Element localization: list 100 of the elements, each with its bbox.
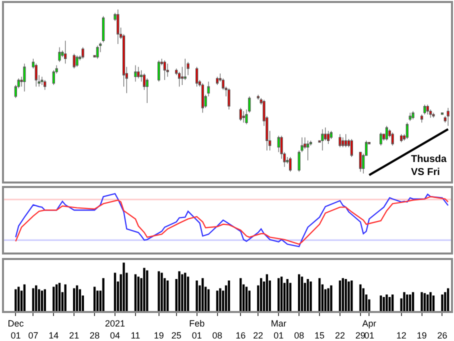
x-tick-label: 15 [314, 330, 325, 340]
bar [298, 274, 300, 311]
bar [386, 294, 388, 311]
x-tick-label: 16 [236, 330, 246, 340]
bar [44, 289, 46, 311]
bar [40, 290, 44, 311]
candlestick [408, 112, 412, 122]
bar [280, 276, 283, 311]
candlestick [350, 138, 353, 158]
candlestick [306, 140, 310, 161]
bar [286, 279, 288, 311]
bar [426, 294, 429, 311]
bar [240, 278, 242, 311]
bar [391, 294, 394, 311]
candlestick [23, 63, 26, 92]
x-tick-label: 2021 04 [105, 318, 126, 340]
bar [412, 292, 414, 311]
bar [348, 281, 350, 311]
bar [388, 296, 391, 311]
bar [178, 271, 180, 311]
bar [382, 296, 385, 311]
candlestick [201, 83, 204, 114]
bar [73, 288, 76, 311]
candlestick [342, 137, 344, 148]
bar [429, 292, 432, 311]
bar [23, 284, 26, 311]
candlestick [359, 152, 362, 172]
bar [38, 289, 40, 311]
annotation: Thusda VS Fri [411, 154, 447, 178]
candlestick [137, 66, 140, 79]
candlestick [432, 112, 435, 118]
candlestick [420, 114, 424, 123]
bar [146, 270, 148, 311]
candlestick [64, 40, 67, 64]
candlestick [380, 132, 382, 146]
bar [181, 274, 184, 311]
bar [330, 285, 332, 311]
candlestick [412, 110, 414, 120]
candlestick [446, 108, 450, 126]
x-tick-label: 07 [28, 330, 38, 340]
bar [160, 272, 163, 311]
candlestick [400, 134, 403, 143]
x-tick-label: 25 [171, 330, 182, 340]
bar [35, 285, 38, 311]
bar [318, 278, 321, 311]
bar [228, 280, 230, 311]
bar [134, 274, 137, 311]
x-tick-label: Mar 01 [270, 318, 286, 340]
bar [196, 280, 198, 311]
bar [338, 280, 342, 311]
bar [306, 279, 309, 311]
candlestick [385, 126, 388, 141]
candlestick [242, 110, 245, 123]
bar [362, 288, 364, 311]
candlestick [158, 60, 160, 82]
bar [380, 296, 382, 311]
bar [266, 274, 268, 311]
candlestick [76, 55, 78, 68]
bar [186, 276, 190, 311]
candlestick [134, 64, 137, 82]
candlestick [338, 134, 342, 148]
bar [248, 290, 251, 311]
x-tick-label: 08 [212, 330, 222, 340]
candlestick [228, 88, 230, 110]
bar [96, 290, 99, 311]
bar [409, 294, 412, 311]
bar [202, 278, 204, 311]
candlestick [163, 60, 166, 80]
bar [55, 284, 58, 311]
bar [143, 268, 146, 311]
bar [424, 293, 426, 311]
bar [446, 288, 450, 311]
x-tick-label: 22 [253, 330, 264, 340]
x-tick-label: Dec 01 [8, 318, 24, 340]
bar [137, 276, 140, 311]
x-tick-label: 11 [130, 330, 140, 340]
candlestick [102, 16, 105, 43]
candlestick [321, 128, 324, 151]
candlestick [216, 76, 219, 86]
bar [344, 279, 347, 311]
bar [289, 282, 292, 311]
candlestick [52, 70, 55, 86]
x-tick-label: 21 [69, 330, 80, 340]
candlestick [166, 63, 169, 78]
bar [216, 290, 218, 311]
candlestick [96, 45, 99, 60]
candlestick [239, 108, 242, 122]
x-tick-label: 22 [334, 330, 345, 340]
candlestick [426, 104, 429, 115]
bar [64, 284, 66, 311]
bar [278, 278, 280, 311]
bar [219, 288, 222, 311]
bar [78, 289, 82, 311]
x-tick-label: 19 [416, 330, 427, 340]
candlestick [116, 9, 120, 44]
bar [32, 288, 34, 311]
bar [342, 278, 344, 311]
candlestick [58, 46, 61, 62]
bar [18, 286, 20, 311]
x-tick-label: 12 [396, 330, 406, 340]
